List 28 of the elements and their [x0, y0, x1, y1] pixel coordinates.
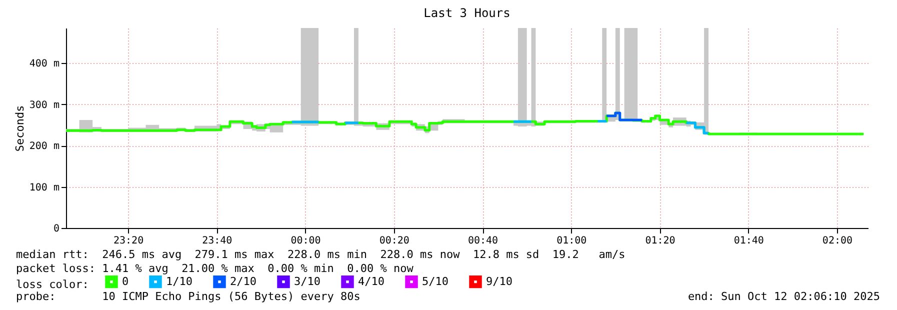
y-tick-label: 400 m [29, 58, 60, 70]
y-tick-label: 300 m [29, 100, 60, 111]
legend-label: 5/10 [422, 274, 448, 288]
y-axis-title: Seconds [13, 105, 26, 152]
legend-label: 3/10 [294, 274, 320, 288]
x-tick-label: 23:20 [113, 236, 144, 246]
legend-label: 0 [122, 274, 129, 288]
x-tick-label: 01:40 [734, 236, 764, 246]
chart-title: Last 3 Hours [424, 6, 510, 20]
x-tick-label: 00:20 [379, 236, 410, 246]
legend-label: 1/10 [166, 274, 192, 288]
x-tick-label: 23:40 [202, 236, 232, 246]
x-tick-label: 02:00 [822, 236, 853, 246]
x-tick-label: 00:00 [290, 236, 321, 246]
y-tick-label: 100 m [29, 182, 60, 194]
text: probe: 10 ICMP Echo Pings (56 Bytes) every 80s [16, 290, 360, 303]
text: median rtt: 246.5 ms avg 279.1 ms max 228.0 ms min 228.0 ms now 12.8 ms sd 19.2 am/s [16, 248, 626, 261]
legend-title: loss color: [16, 278, 89, 291]
x-tick-label: 01:20 [645, 236, 676, 246]
text: end: Sun Oct 12 02:06:10 2025 [688, 290, 880, 303]
x-tick-label: 00:40 [468, 236, 498, 246]
legend-label: 4/10 [358, 274, 384, 288]
x-tick-label: 01:00 [556, 236, 587, 246]
text: packet loss: 1.41 % avg 21.00 % max 0.00 % min 0.00 % now [16, 262, 414, 275]
legend-label: 9/10 [486, 274, 512, 288]
y-tick-label: 0 [53, 224, 60, 234]
legend-label: 2/10 [230, 274, 256, 288]
y-tick-label: 200 m [29, 141, 60, 152]
